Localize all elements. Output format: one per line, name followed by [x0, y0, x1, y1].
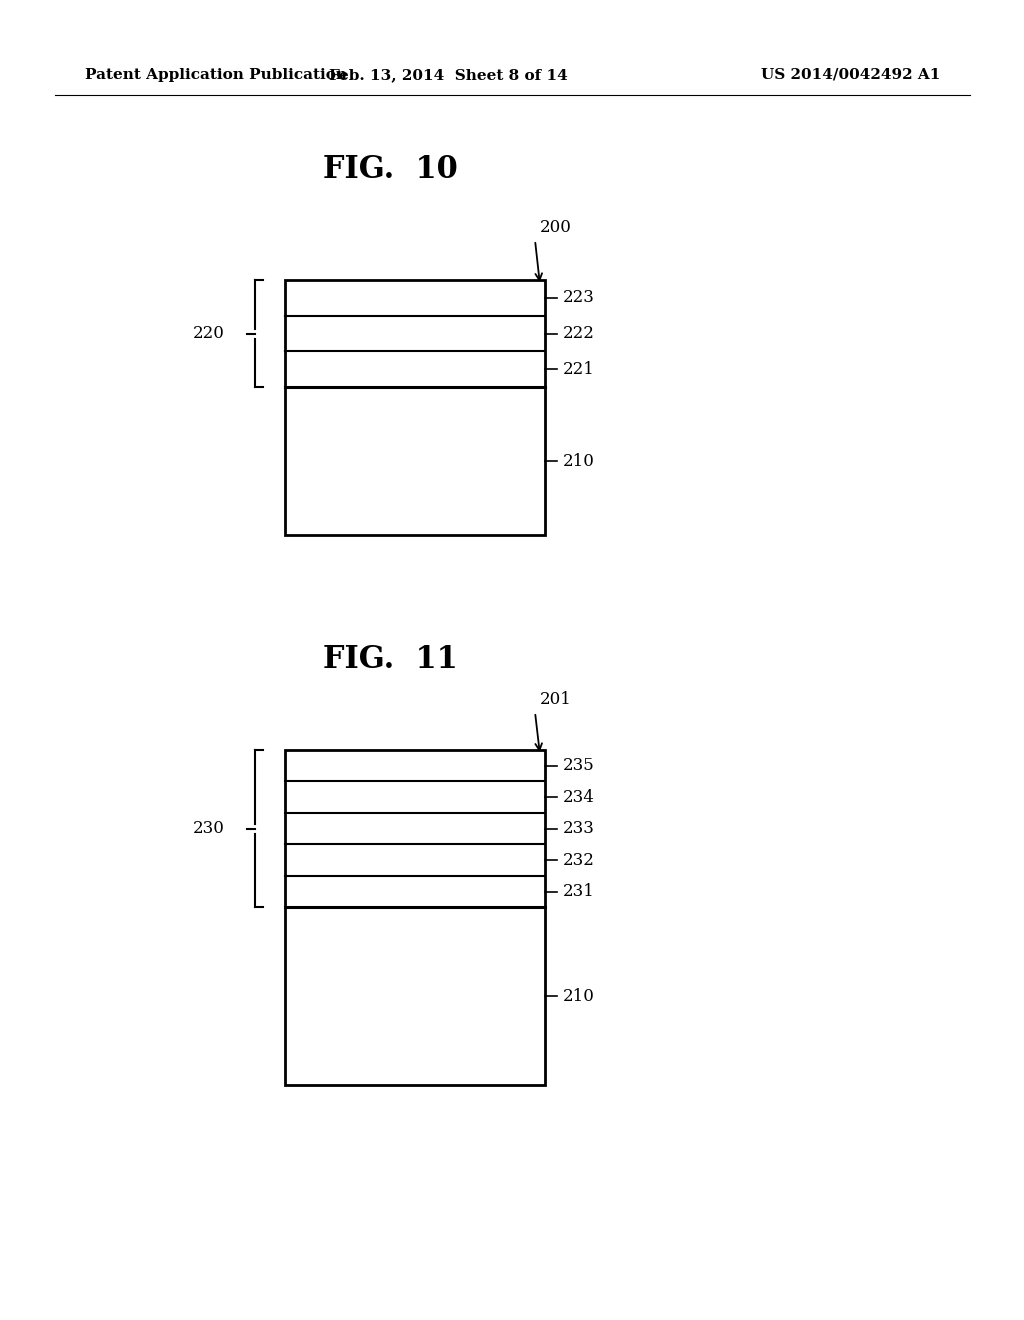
- Text: 232: 232: [563, 851, 595, 869]
- Text: Feb. 13, 2014  Sheet 8 of 14: Feb. 13, 2014 Sheet 8 of 14: [329, 69, 567, 82]
- Bar: [285, 280, 545, 535]
- Text: 223: 223: [563, 289, 595, 306]
- Text: 210: 210: [563, 453, 595, 470]
- Text: 230: 230: [194, 820, 225, 837]
- Text: 235: 235: [563, 758, 595, 775]
- Text: FIG.  11: FIG. 11: [323, 644, 458, 676]
- Text: 234: 234: [563, 789, 595, 805]
- Text: US 2014/0042492 A1: US 2014/0042492 A1: [761, 69, 940, 82]
- Text: Patent Application Publication: Patent Application Publication: [85, 69, 347, 82]
- Text: 222: 222: [563, 325, 595, 342]
- Text: 231: 231: [563, 883, 595, 900]
- Text: 201: 201: [540, 692, 571, 709]
- Text: 200: 200: [540, 219, 571, 236]
- Bar: [285, 750, 545, 1085]
- Text: 221: 221: [563, 360, 595, 378]
- Text: 220: 220: [194, 325, 225, 342]
- Text: 233: 233: [563, 820, 595, 837]
- Text: FIG.  10: FIG. 10: [323, 154, 458, 186]
- Text: 210: 210: [563, 987, 595, 1005]
